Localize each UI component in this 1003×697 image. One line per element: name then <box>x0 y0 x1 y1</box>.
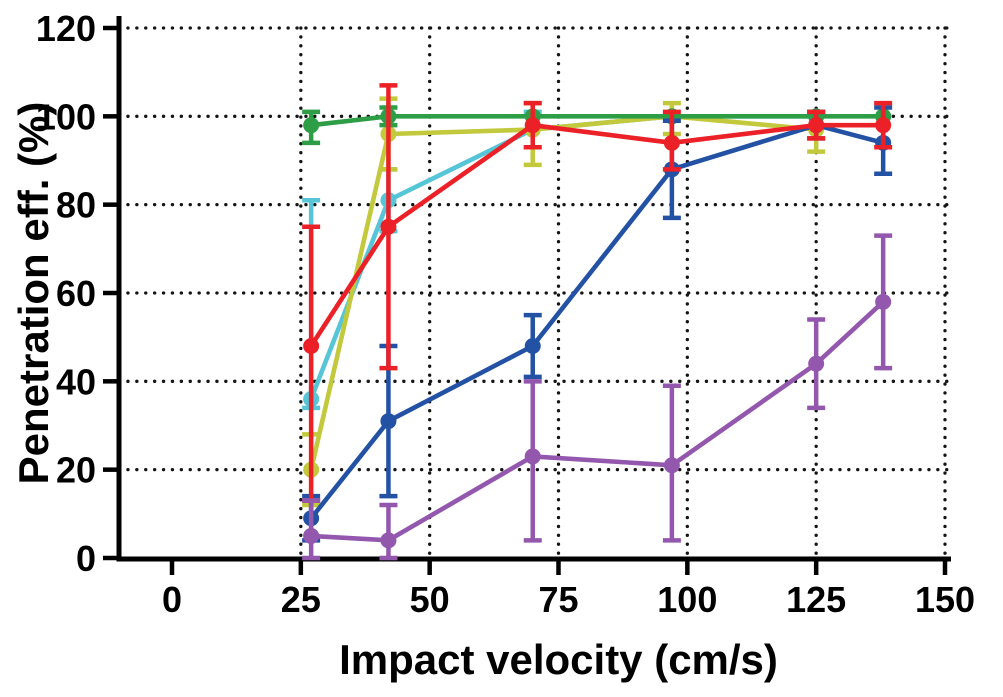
dark-blue-series-line <box>308 122 886 521</box>
y-tick-label: 120 <box>36 8 96 49</box>
purple-series-point <box>303 527 320 544</box>
x-tick-label: 75 <box>538 579 578 620</box>
red-series-point <box>663 134 680 151</box>
x-axis-title: Impact velocity (cm/s) <box>339 636 778 683</box>
red-series-point <box>380 218 397 235</box>
y-tick-label: 80 <box>56 185 96 226</box>
red-series-line <box>308 122 886 349</box>
green-series-line <box>308 114 886 128</box>
red-series-point <box>524 117 541 134</box>
dark-blue-series-point <box>380 413 397 430</box>
green-series-point <box>303 117 320 134</box>
purple-series-point <box>380 532 397 549</box>
y-axis-title: Penetration eff. (%) <box>10 101 57 485</box>
purple-series-point <box>663 457 680 474</box>
x-tick-label: 150 <box>915 579 975 620</box>
x-tick-label: 100 <box>657 579 717 620</box>
red-series-point <box>303 338 320 354</box>
y-tick-label: 100 <box>36 96 96 137</box>
purple-series-point <box>524 448 541 465</box>
axis-frame <box>116 16 951 562</box>
red-series-point <box>875 117 892 134</box>
purple-series-point <box>875 293 892 310</box>
x-tick-label: 50 <box>410 579 450 620</box>
y-tick-label: 60 <box>56 273 96 314</box>
y-tick-label: 40 <box>56 361 96 402</box>
red-series-point <box>808 117 825 134</box>
purple-series-line <box>308 299 886 543</box>
y-tick-label: 20 <box>56 450 96 491</box>
x-tick-label: 0 <box>162 579 182 620</box>
y-tick-label: 0 <box>76 538 96 579</box>
purple-series-point <box>808 355 825 372</box>
x-tick-label: 125 <box>786 579 846 620</box>
dark-blue-series-point <box>524 338 541 354</box>
x-tick-label: 25 <box>281 579 321 620</box>
